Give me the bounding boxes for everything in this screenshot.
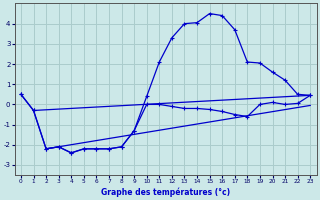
X-axis label: Graphe des températures (°c): Graphe des températures (°c) [101, 187, 230, 197]
